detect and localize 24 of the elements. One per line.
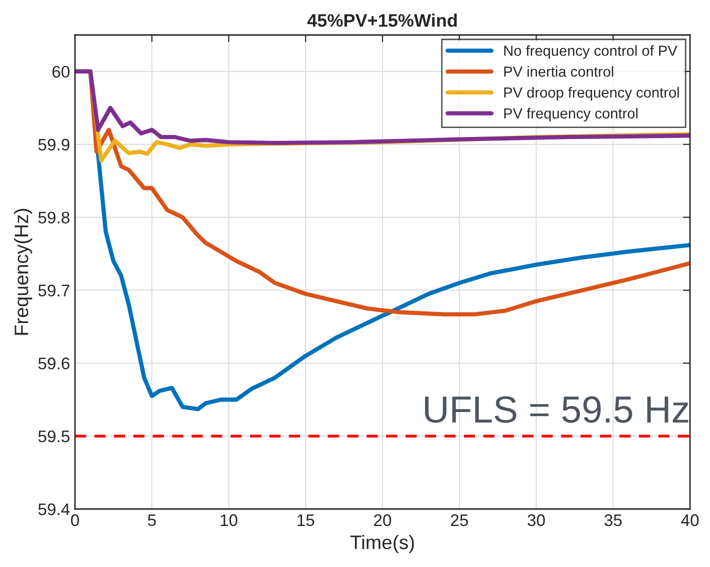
x-tick-label: 15 — [298, 514, 314, 526]
x-tick-label: 10 — [220, 514, 238, 526]
x-axis-title: Time(s) — [350, 534, 414, 554]
y-tick-label: 59.5 — [38, 430, 70, 442]
legend-label: PV inertia control — [504, 66, 614, 77]
legend-label: PV frequency control — [504, 108, 638, 122]
chart-title: 45%PV+15%Wind — [307, 14, 457, 27]
x-tick-label: 35 — [604, 514, 622, 526]
y-tick-label: 59.6 — [38, 358, 70, 370]
y-tick-label: 59.8 — [38, 212, 70, 224]
x-tick-label: 25 — [450, 514, 468, 526]
y-tick-label: 60 — [52, 66, 70, 78]
legend-label: PV droop frequency control — [504, 86, 679, 101]
y-tick-label: 59.4 — [38, 503, 70, 516]
x-tick-label: 20 — [374, 514, 392, 526]
y-axis-title: Frequency(Hz) — [14, 208, 32, 335]
x-tick-label: 0 — [71, 514, 79, 526]
y-tick-label: 59.7 — [38, 284, 70, 296]
x-tick-label: 5 — [148, 514, 156, 526]
y-tick-label: 59.9 — [38, 138, 70, 151]
ref-line-label: UFLS = 59.5 Hz — [425, 396, 688, 423]
x-tick-label: 40 — [681, 514, 699, 526]
x-tick-label: 30 — [528, 514, 545, 526]
legend-label: No frequency control of PV — [504, 45, 678, 59]
